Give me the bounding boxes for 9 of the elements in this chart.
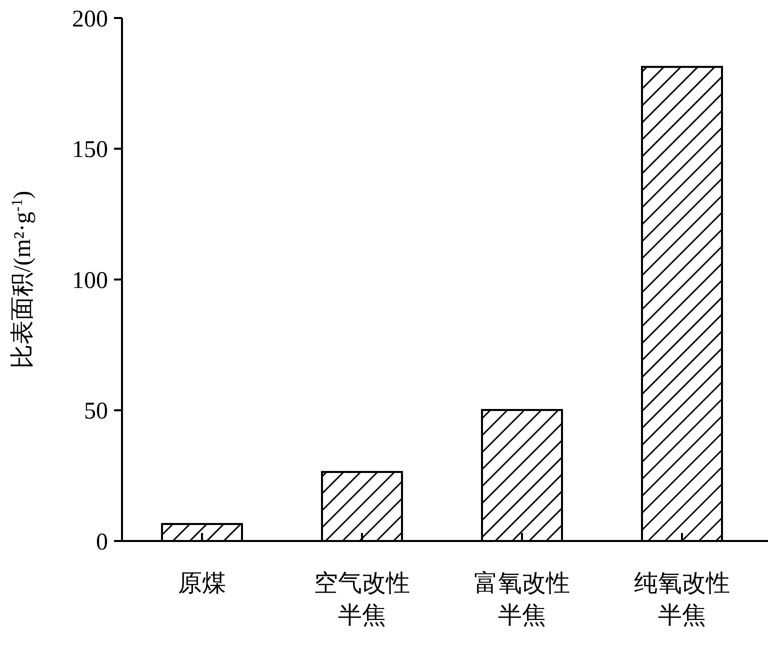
x-tick-label: 空气改性半焦	[314, 570, 410, 629]
y-tick-label: 200	[72, 6, 108, 32]
x-tick-label: 纯氧改性半焦	[634, 571, 730, 629]
y-tick-label: 100	[72, 268, 108, 294]
y-tick-label: 150	[72, 137, 108, 164]
x-tick-label: 富氧改性半焦	[474, 570, 570, 629]
y-tick-label: 0	[96, 529, 108, 556]
x-tick-label: 原煤	[178, 571, 226, 597]
y-tick-label: 50	[84, 398, 108, 425]
